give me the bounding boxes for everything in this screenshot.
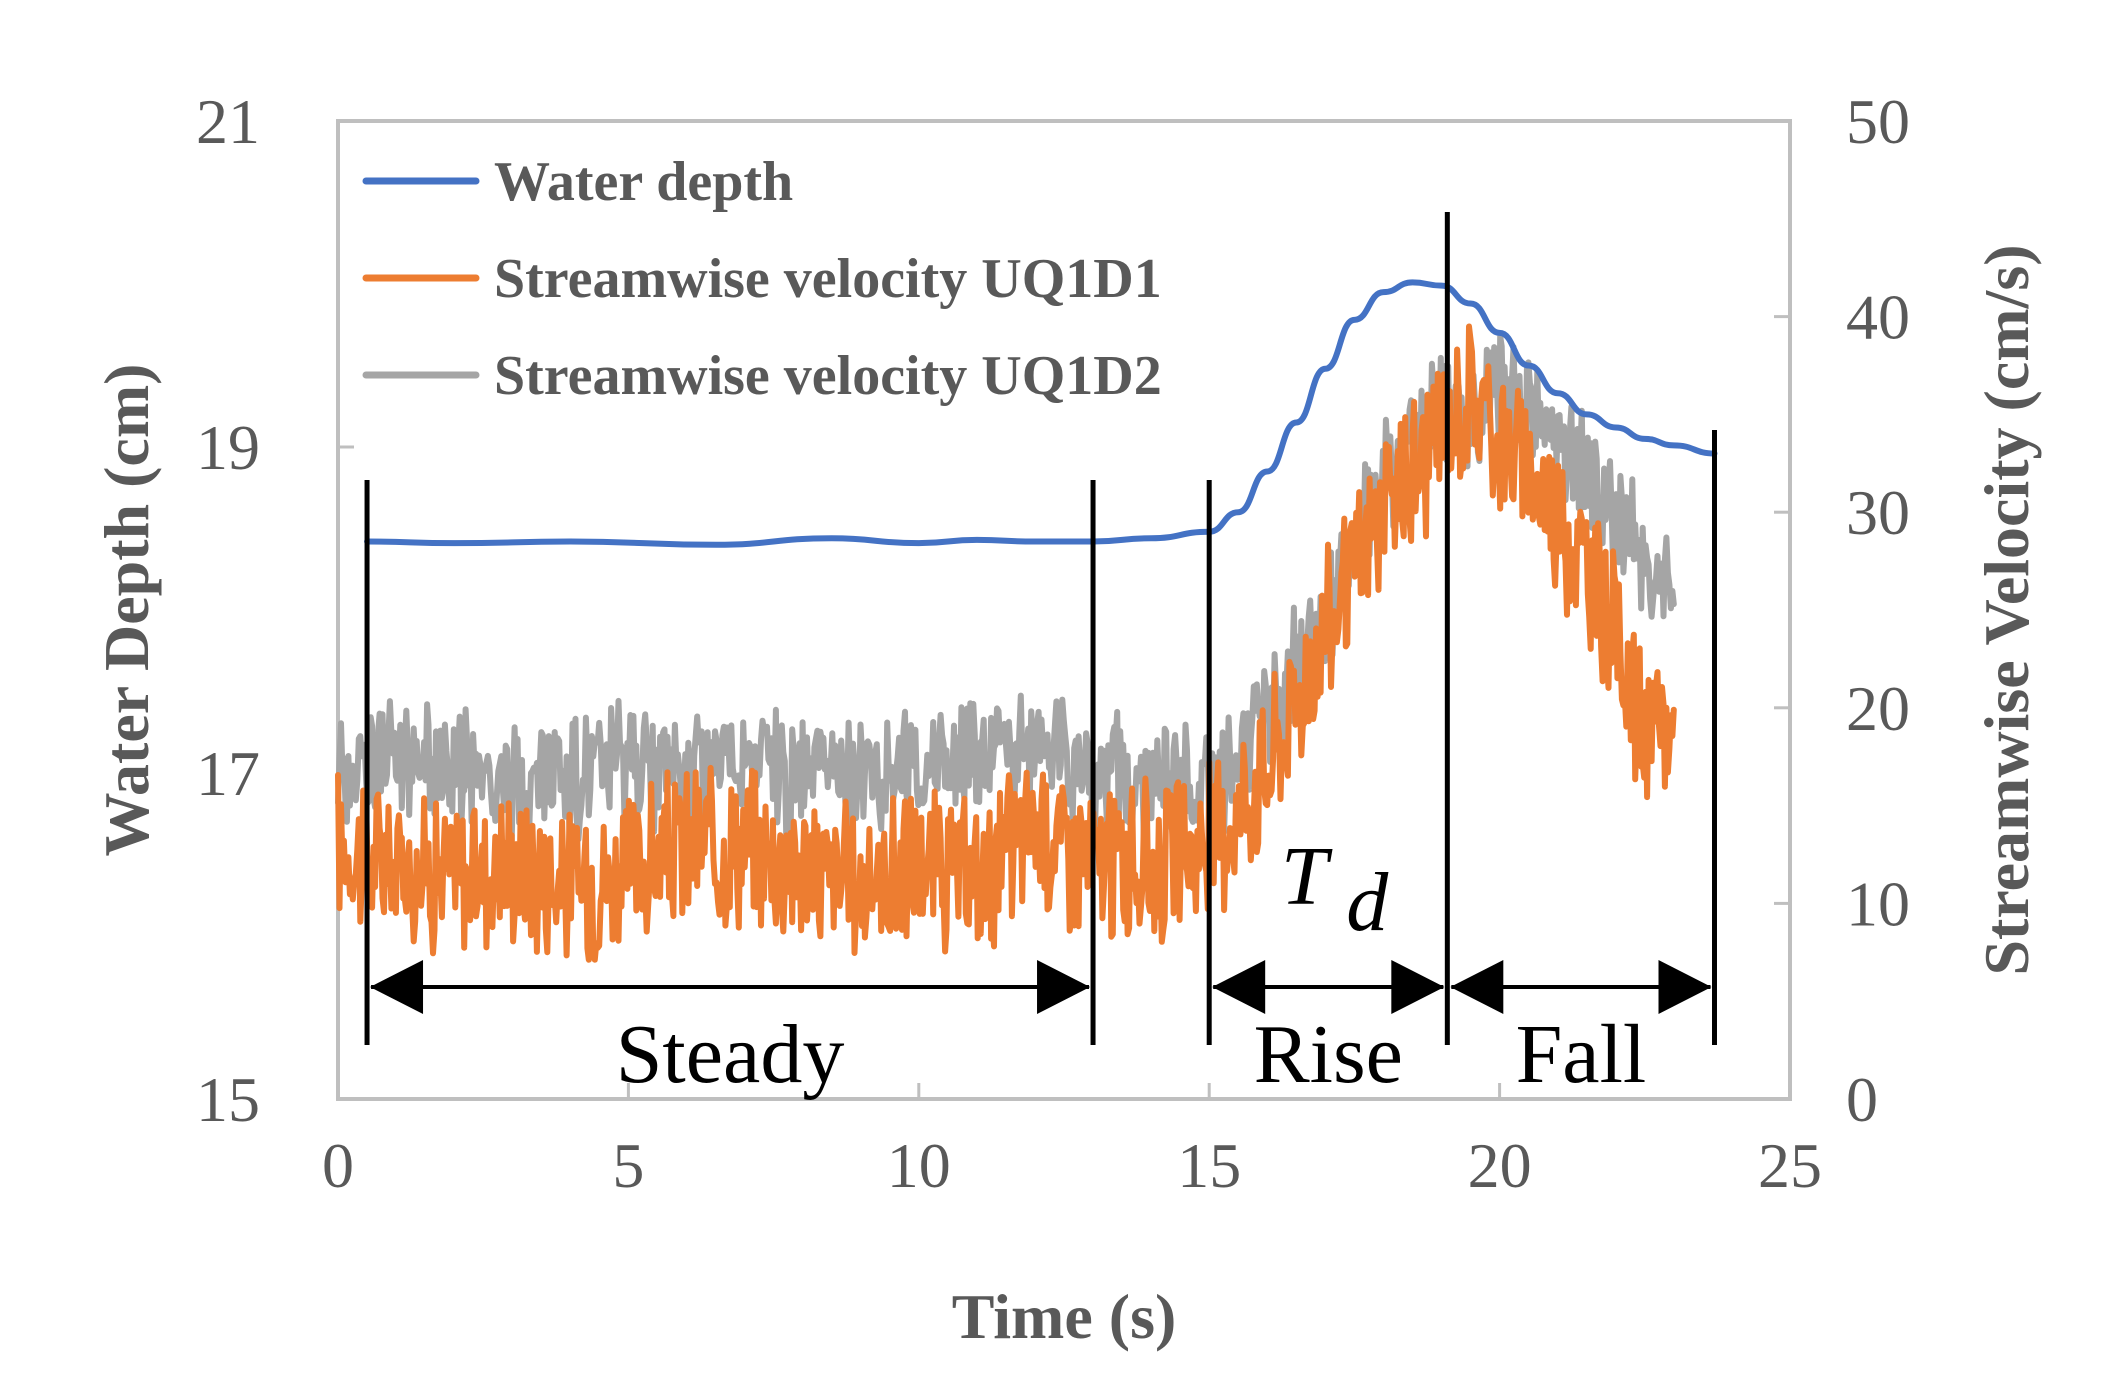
y2-tick-label: 30 [1846,477,1910,548]
plot-area [336,119,1792,1101]
y2-tick-label: 40 [1846,282,1910,353]
y-tick-label: 21 [196,86,260,157]
y2-axis-title: Streamwise Velocity (cm/s) [1971,244,2042,975]
y2-tick-label: 20 [1846,673,1910,744]
phase-arrowhead-right [1037,960,1091,1014]
legend-label: Streamwise velocity UQ1D2 [494,345,1162,407]
series-line-velocity-uq1d1 [335,323,1677,963]
y2-axis-ticks: 0 10 20 30 40 50 [1774,86,1910,1135]
legend-label: Water depth [494,151,793,213]
y-tick-label: 19 [196,412,260,483]
y-axis-ticks: 15 17 19 21 [196,86,354,1135]
phase-label: Rise [1254,1008,1403,1101]
y-axis-title: Water Depth (cm) [91,364,162,857]
series-layer [335,279,1718,963]
y2-tick-label: 50 [1846,86,1910,157]
x-tick-label: 25 [1758,1130,1822,1201]
x-tick-label: 0 [322,1130,354,1201]
phase-arrowhead-left [1212,960,1266,1014]
td-annotation-main: T [1281,830,1333,923]
x-tick-label: 20 [1468,1130,1532,1201]
y2-tick-label: 10 [1846,868,1910,939]
series-line-water-depth [364,279,1718,548]
x-tick-label: 5 [612,1130,644,1201]
phase-arrowhead-left [370,960,424,1014]
x-tick-label: 10 [887,1130,951,1201]
phase-arrowhead-left [1450,960,1504,1014]
phase-arrowhead-right [1658,960,1712,1014]
x-axis-title: Time (s) [952,1281,1177,1352]
phase-annotations: Steady Rise Fall T d [364,212,1717,1101]
legend-label: Streamwise velocity UQ1D1 [494,248,1162,310]
y-tick-label: 17 [196,738,260,809]
y2-tick-label: 0 [1846,1064,1878,1135]
phase-arrowhead-right [1391,960,1445,1014]
phase-label: Fall [1516,1008,1647,1101]
td-annotation-sub: d [1346,856,1389,949]
y-tick-label: 15 [196,1064,260,1135]
x-tick-label: 15 [1177,1130,1241,1201]
x-axis-ticks: 0 5 10 15 20 25 [322,1083,1822,1201]
legend: Water depth Streamwise velocity UQ1D1 Stre… [362,151,1162,407]
phase-label: Steady [616,1008,845,1101]
